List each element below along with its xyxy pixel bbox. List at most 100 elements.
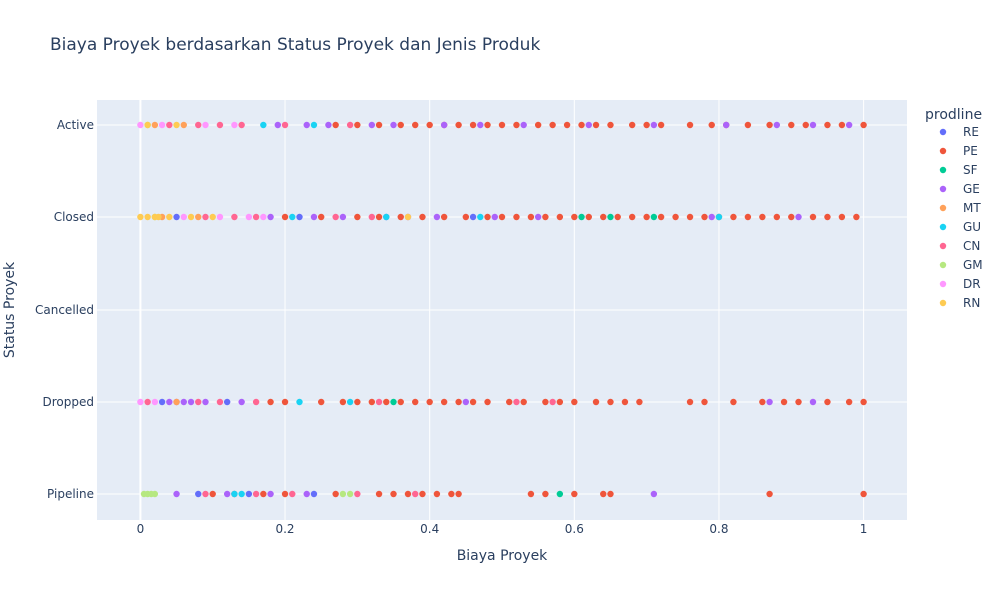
data-point[interactable] [527, 490, 535, 498]
data-point[interactable] [231, 490, 238, 498]
data-point[interactable] [809, 398, 817, 406]
data-point[interactable] [549, 398, 556, 406]
data-point[interactable] [209, 213, 216, 221]
data-point[interactable] [853, 213, 860, 221]
data-point[interactable] [375, 213, 383, 221]
data-point[interactable] [354, 121, 361, 129]
data-point[interactable] [686, 121, 694, 129]
data-point[interactable] [455, 121, 462, 129]
data-point[interactable] [657, 213, 665, 221]
data-point[interactable] [440, 398, 448, 406]
data-point[interactable] [650, 121, 658, 129]
data-point[interactable] [498, 213, 506, 221]
data-point[interactable] [513, 398, 520, 406]
data-point[interactable] [339, 398, 347, 406]
data-point[interactable] [809, 213, 817, 221]
data-point[interactable] [440, 121, 448, 129]
data-point[interactable] [216, 398, 224, 406]
data-point[interactable] [838, 121, 846, 129]
data-point[interactable] [657, 121, 665, 129]
data-point[interactable] [621, 398, 629, 406]
data-point[interactable] [780, 398, 788, 406]
data-point[interactable] [795, 398, 802, 406]
data-point[interactable] [195, 490, 202, 498]
data-point[interactable] [173, 490, 180, 498]
data-point[interactable] [426, 398, 433, 406]
data-point[interactable] [137, 121, 144, 129]
data-point[interactable] [824, 398, 831, 406]
data-point[interactable] [773, 121, 781, 129]
data-point[interactable] [513, 121, 520, 129]
data-point[interactable] [730, 398, 737, 406]
data-point[interactable] [412, 490, 419, 498]
data-point[interactable] [628, 121, 636, 129]
data-point[interactable] [375, 398, 383, 406]
data-point[interactable] [766, 121, 773, 129]
data-point[interactable] [187, 213, 195, 221]
data-point[interactable] [607, 398, 614, 406]
data-point[interactable] [607, 121, 614, 129]
data-point[interactable] [346, 121, 354, 129]
data-point[interactable] [571, 490, 578, 498]
data-point[interactable] [390, 398, 397, 406]
data-point[interactable] [155, 213, 162, 221]
legend-item-re[interactable]: RE [939, 125, 979, 139]
data-point[interactable] [281, 121, 289, 129]
data-point[interactable] [368, 213, 376, 221]
data-point[interactable] [795, 213, 802, 221]
data-point[interactable] [397, 121, 404, 129]
data-point[interactable] [260, 490, 267, 498]
data-point[interactable] [158, 121, 166, 129]
data-point[interactable] [339, 213, 347, 221]
data-point[interactable] [845, 398, 853, 406]
data-point[interactable] [144, 121, 151, 129]
data-point[interactable] [542, 398, 549, 406]
legend-item-mt[interactable]: MT [939, 201, 982, 215]
data-point[interactable] [383, 213, 390, 221]
data-point[interactable] [187, 398, 195, 406]
data-point[interactable] [151, 490, 159, 498]
data-point[interactable] [158, 398, 166, 406]
data-point[interactable] [650, 213, 658, 221]
data-point[interactable] [556, 213, 564, 221]
data-point[interactable] [419, 490, 426, 498]
data-point[interactable] [636, 398, 643, 406]
data-point[interactable] [296, 398, 303, 406]
data-point[interactable] [477, 213, 484, 221]
data-point[interactable] [375, 490, 383, 498]
data-point[interactable] [325, 121, 332, 129]
data-point[interactable] [614, 213, 621, 221]
data-point[interactable] [223, 490, 231, 498]
data-point[interactable] [571, 213, 578, 221]
legend-item-sf[interactable]: SF [939, 163, 978, 177]
data-point[interactable] [180, 398, 187, 406]
data-point[interactable] [498, 121, 506, 129]
data-point[interactable] [195, 213, 202, 221]
data-point[interactable] [238, 121, 245, 129]
data-point[interactable] [296, 213, 303, 221]
data-point[interactable] [151, 398, 159, 406]
data-point[interactable] [404, 213, 412, 221]
data-point[interactable] [390, 121, 397, 129]
data-point[interactable] [195, 121, 202, 129]
data-point[interactable] [310, 121, 318, 129]
data-point[interactable] [715, 213, 723, 221]
data-point[interactable] [520, 121, 527, 129]
data-point[interactable] [650, 490, 658, 498]
data-point[interactable] [600, 490, 607, 498]
data-point[interactable] [433, 490, 441, 498]
data-point[interactable] [556, 398, 564, 406]
data-point[interactable] [368, 398, 376, 406]
data-point[interactable] [202, 398, 209, 406]
data-point[interactable] [440, 213, 448, 221]
data-point[interactable] [375, 121, 383, 129]
data-point[interactable] [744, 121, 752, 129]
data-point[interactable] [686, 213, 694, 221]
data-point[interactable] [462, 213, 470, 221]
legend-item-ge[interactable]: GE [939, 182, 980, 196]
data-point[interactable] [484, 121, 491, 129]
data-point[interactable] [527, 213, 535, 221]
data-point[interactable] [491, 213, 498, 221]
data-point[interactable] [824, 121, 831, 129]
data-point[interactable] [744, 213, 752, 221]
